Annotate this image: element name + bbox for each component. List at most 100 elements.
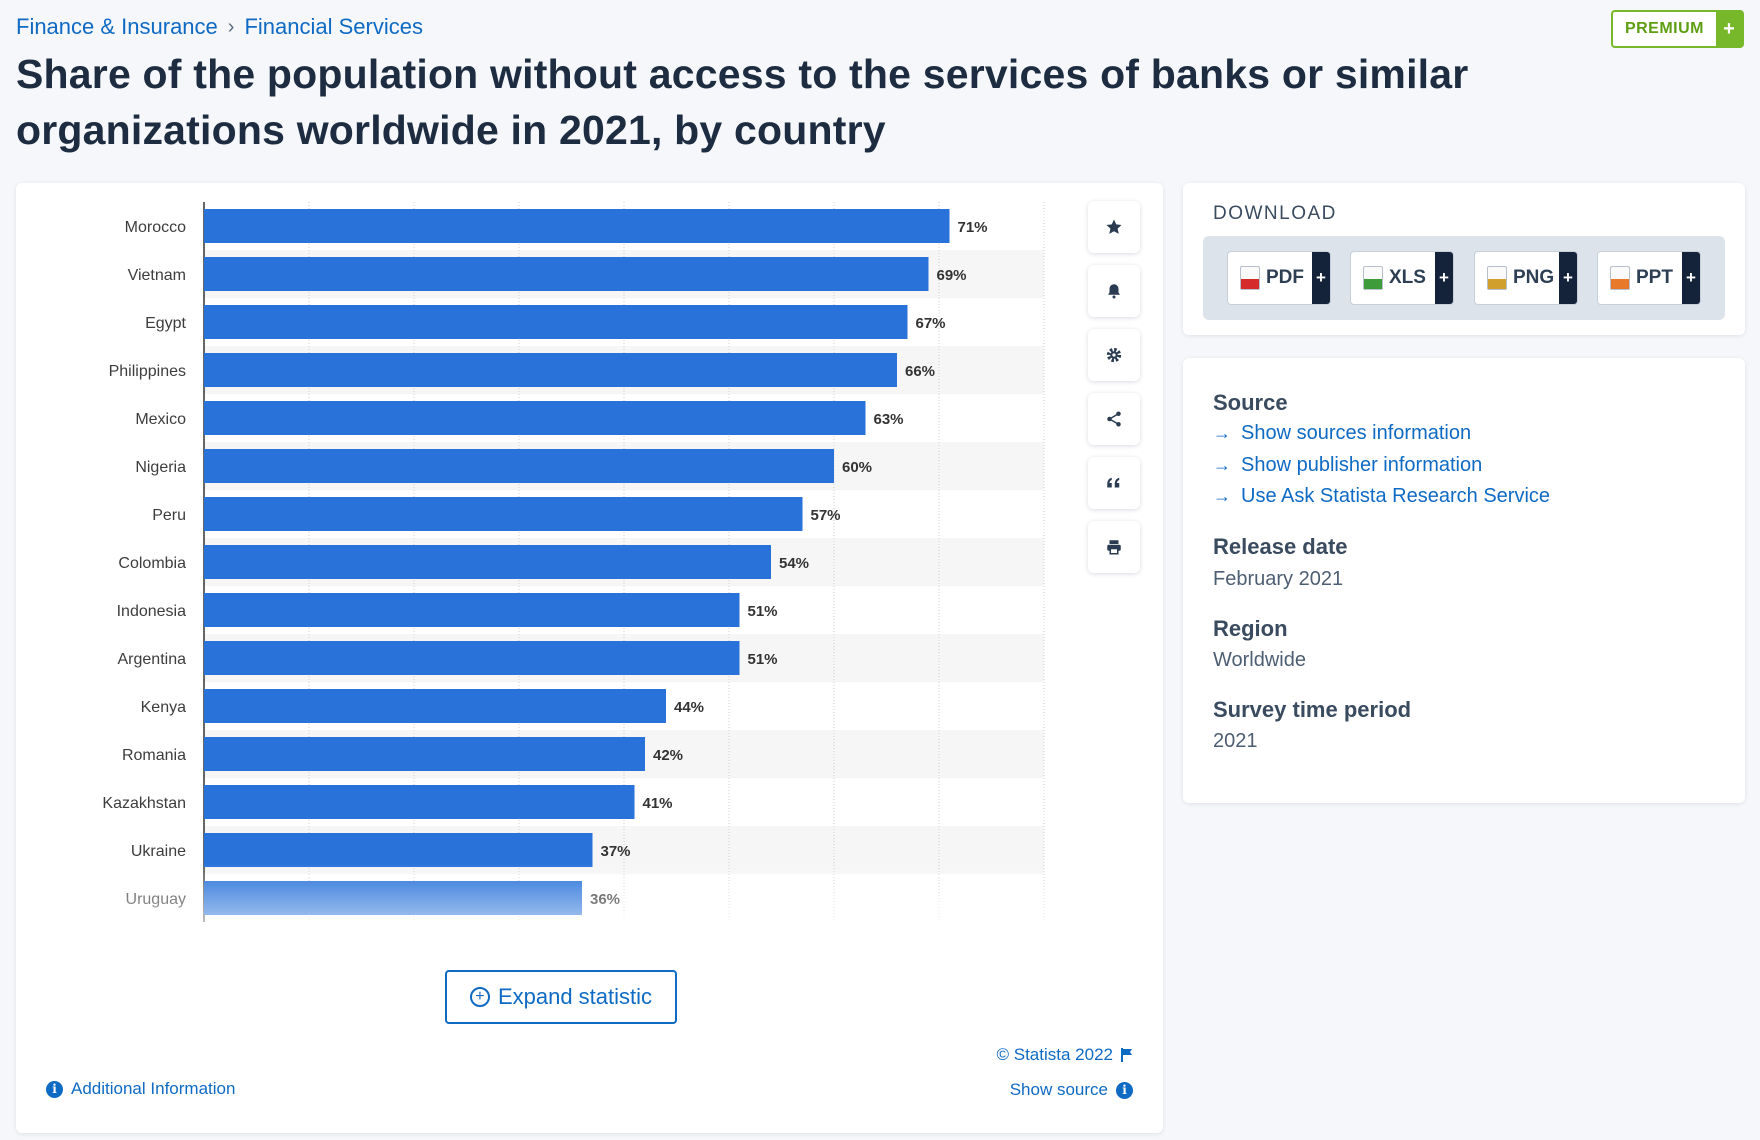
copyright-text: © Statista 2022 <box>996 1045 1114 1064</box>
bar-vietnam <box>204 257 929 291</box>
category-label: Kazakhstan <box>102 795 186 812</box>
value-label: 41% <box>643 795 673 812</box>
arrow-right-icon: → <box>1213 455 1231 475</box>
ask-statista-link[interactable]: → Use Ask Statista Research Service <box>1213 485 1550 508</box>
category-label: Colombia <box>118 555 186 572</box>
value-label: 51% <box>748 603 778 620</box>
category-label: Uruguay <box>126 891 186 908</box>
arrow-right-icon: → <box>1213 423 1231 443</box>
ppt-file-icon <box>1610 266 1630 290</box>
ppt-file-band <box>1611 279 1629 289</box>
print-icon <box>1107 540 1121 555</box>
value-label: 71% <box>958 219 988 236</box>
premium-plus-icon: + <box>1716 12 1742 46</box>
show-source-link[interactable]: Show source i <box>1010 1080 1133 1100</box>
download-pdf-button[interactable]: PDF + <box>1227 251 1331 305</box>
breadcrumb-finance-insurance[interactable]: Finance & Insurance <box>16 14 218 39</box>
category-label: Indonesia <box>117 603 186 620</box>
bar-indonesia <box>204 593 740 627</box>
category-label: Peru <box>152 507 186 524</box>
premium-button[interactable]: PREMIUM + <box>1610 10 1744 48</box>
breadcrumb-financial-services[interactable]: Financial Services <box>244 14 423 39</box>
category-label: Ukraine <box>131 843 186 860</box>
value-label: 63% <box>874 411 904 428</box>
flag-icon <box>1121 1048 1132 1062</box>
bar-romania <box>204 737 645 771</box>
category-label: Vietnam <box>128 267 186 284</box>
download-xls-label: XLS <box>1389 267 1426 288</box>
category-label: Kenya <box>141 699 186 716</box>
plus-circle-icon: + <box>469 987 490 1007</box>
download-xls-button[interactable]: XLS + <box>1350 251 1454 305</box>
expand-statistic-button[interactable]: + Expand statistic <box>445 970 677 1024</box>
category-label: Mexico <box>135 411 186 428</box>
share-button[interactable] <box>1088 393 1140 445</box>
show-sources-text: Show sources information <box>1241 422 1472 444</box>
value-label: 66% <box>905 363 935 380</box>
value-label: 42% <box>653 747 683 764</box>
value-label: 36% <box>590 891 620 908</box>
show-publisher-link[interactable]: → Show publisher information <box>1213 454 1482 477</box>
category-label: Philippines <box>109 363 186 380</box>
bar-uruguay <box>204 881 582 915</box>
value-label: 44% <box>674 699 704 716</box>
bar-nigeria <box>204 449 834 483</box>
source-heading: Source <box>1213 390 1288 415</box>
value-label: 69% <box>937 267 967 284</box>
value-label: 37% <box>601 843 631 860</box>
value-label: 54% <box>779 555 809 572</box>
bell-icon <box>1108 284 1120 299</box>
bar-argentina <box>204 641 740 675</box>
info-icon: i <box>1116 1081 1133 1099</box>
release-date-value: February 2021 <box>1213 568 1344 590</box>
bar-chart: Morocco 71% Vietnam 69% Egypt 67% Philippines 6… <box>102 202 1045 922</box>
show-sources-link[interactable]: → Show sources information <box>1213 422 1471 445</box>
download-pdf-label: PDF <box>1266 267 1304 288</box>
category-label: Romania <box>122 747 186 764</box>
additional-information-link[interactable]: i Additional Information <box>46 1079 235 1099</box>
expand-statistic-label: Expand statistic <box>497 984 653 1009</box>
bar-colombia <box>204 545 771 579</box>
premium-label: PREMIUM <box>1624 20 1704 37</box>
cite-button[interactable] <box>1088 457 1140 509</box>
bar-kazakhstan <box>204 785 635 819</box>
value-label: 67% <box>916 315 946 332</box>
survey-period-heading: Survey time period <box>1213 697 1412 722</box>
copyright-link[interactable]: © Statista 2022 <box>997 1045 1134 1065</box>
value-label: 57% <box>811 507 841 524</box>
star-icon <box>1106 219 1122 234</box>
bar-morocco <box>204 209 950 243</box>
plus-icon: + <box>1312 252 1330 304</box>
chart-toolbar <box>1088 201 1140 573</box>
quote-icon <box>1107 477 1120 488</box>
bar-peru <box>204 497 803 531</box>
gear-icon <box>1106 347 1122 363</box>
additional-information-text: Additional Information <box>71 1079 236 1098</box>
settings-button[interactable] <box>1088 329 1140 381</box>
favorite-button[interactable] <box>1088 201 1140 253</box>
xls-file-icon <box>1363 266 1383 290</box>
survey-period-value: 2021 <box>1213 730 1258 752</box>
download-png-label: PNG <box>1513 267 1555 288</box>
release-date-heading: Release date <box>1213 534 1348 559</box>
notification-button[interactable] <box>1088 265 1140 317</box>
bar-philippines <box>204 353 897 387</box>
download-tray: PDF + XLS + PNG + PPT + <box>1203 236 1725 320</box>
bar-egypt <box>204 305 908 339</box>
show-publisher-text: Show publisher information <box>1241 454 1483 476</box>
download-ppt-button[interactable]: PPT + <box>1597 251 1701 305</box>
download-png-button[interactable]: PNG + <box>1474 251 1578 305</box>
bar-kenya <box>204 689 666 723</box>
download-ppt-label: PPT <box>1636 267 1673 288</box>
breadcrumb: Finance & Insurance › Financial Services <box>16 14 423 40</box>
value-label: 60% <box>842 459 872 476</box>
info-card: Source → Show sources information → Show… <box>1183 358 1745 803</box>
ask-statista-text: Use Ask Statista Research Service <box>1241 485 1551 507</box>
download-title: DOWNLOAD <box>1213 203 1337 224</box>
value-label: 51% <box>748 651 778 668</box>
pdf-file-icon <box>1240 266 1260 290</box>
category-label: Nigeria <box>135 459 186 476</box>
breadcrumb-separator: › <box>227 15 235 38</box>
print-button[interactable] <box>1088 521 1140 573</box>
png-file-band <box>1488 279 1506 289</box>
